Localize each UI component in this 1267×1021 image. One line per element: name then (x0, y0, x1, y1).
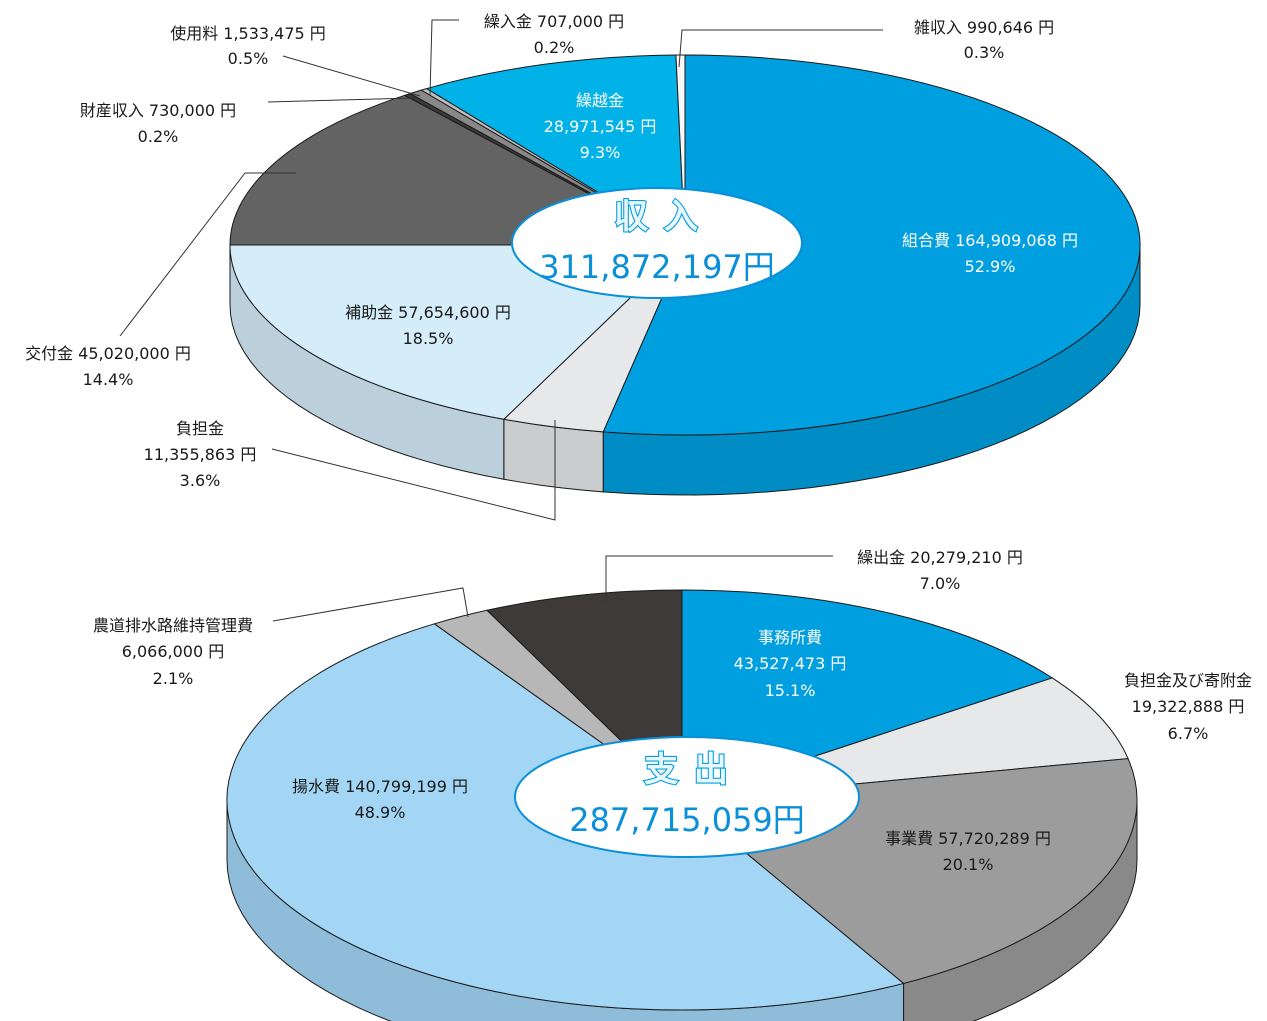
data-label-name: 組合費 164,909,068 円 (902, 231, 1078, 250)
leader-line-4 (267, 97, 416, 103)
data-label-percent: 3.6% (180, 471, 221, 490)
data-label-name: 負担金及び寄附金 (1124, 671, 1252, 690)
data-label-value: 28,971,545 円 (544, 117, 657, 136)
data-label-percent: 52.9% (965, 257, 1016, 276)
data-label-value: 19,322,888 円 (1132, 697, 1245, 716)
leader-line-8 (678, 29, 883, 68)
data-label-percent: 0.5% (228, 49, 269, 68)
pie-slice-0 (602, 54, 1141, 436)
pie-slice-2 (229, 244, 687, 420)
center-badge (514, 736, 860, 858)
data-label-percent: 6.7% (1168, 724, 1209, 743)
data-label-percent: 18.5% (403, 329, 454, 348)
pie-chart-expenditure: 事務所費 43,527,473 円 15.1% 負担金及び寄附金 19,322,888 … (93, 548, 1252, 1021)
data-label-name: 繰越金 (576, 91, 624, 110)
data-label-name: 事業費 57,720,289 円 (885, 829, 1051, 848)
data-label-percent: 7.0% (920, 574, 961, 593)
pie-chart-revenue: 組合費 164,909,068 円 52.9% 負担金 11,355,863 円 3.6… (25, 12, 1141, 521)
chart-total: 287,715,059円 (569, 801, 805, 839)
data-label-name: 揚水費 140,799,199 円 (292, 777, 468, 796)
leader-line-6 (429, 19, 459, 96)
data-label-percent: 0.2% (534, 38, 575, 57)
pie-leader-lines (119, 19, 883, 521)
data-label-name: 繰入金 707,000 円 (484, 12, 624, 31)
data-label-percent: 14.4% (83, 370, 134, 389)
data-label-name: 雑収入 990,646 円 (914, 18, 1054, 37)
pie-leader-lines (272, 555, 833, 622)
data-label-name: 繰出金 20,279,210 円 (857, 548, 1023, 567)
data-label-percent: 9.3% (580, 143, 621, 162)
data-label-name: 農道排水路維持管理費 (93, 616, 253, 635)
chart-total: 311,872,197円 (539, 248, 775, 286)
data-label-name: 交付金 45,020,000 円 (25, 344, 191, 363)
data-label-percent: 2.1% (153, 669, 194, 688)
data-label-name: 負担金 (176, 419, 224, 438)
data-label-name: 財産収入 730,000 円 (80, 101, 236, 120)
chart-title: 収 入 (614, 197, 700, 237)
data-label-percent: 48.9% (355, 803, 406, 822)
data-label-name: 使用料 1,533,475 円 (170, 24, 326, 43)
data-label-percent: 0.3% (964, 43, 1005, 62)
pie-data-labels: 事務所費 43,527,473 円 15.1% 負担金及び寄附金 19,322,888 … (93, 548, 1252, 874)
leader-line-3 (119, 172, 296, 337)
leader-line-4 (272, 587, 469, 622)
data-label-value: 6,066,000 円 (122, 642, 225, 661)
leader-line-1 (271, 420, 556, 521)
leader-line-5 (605, 555, 833, 602)
center-badge (511, 187, 803, 299)
data-label-percent: 20.1% (943, 855, 994, 874)
data-label-name: 補助金 57,654,600 円 (345, 303, 511, 322)
data-label-percent: 0.2% (138, 127, 179, 146)
data-label-name: 事務所費 (758, 628, 822, 647)
data-label-value: 11,355,863 円 (144, 445, 257, 464)
leader-line-5 (282, 55, 421, 97)
pie-data-labels: 組合費 164,909,068 円 52.9% 負担金 11,355,863 円 3.6… (25, 12, 1078, 490)
data-label-percent: 15.1% (765, 681, 816, 700)
chart-title: 支 出 (644, 750, 730, 790)
data-label-value: 43,527,473 円 (734, 654, 847, 673)
